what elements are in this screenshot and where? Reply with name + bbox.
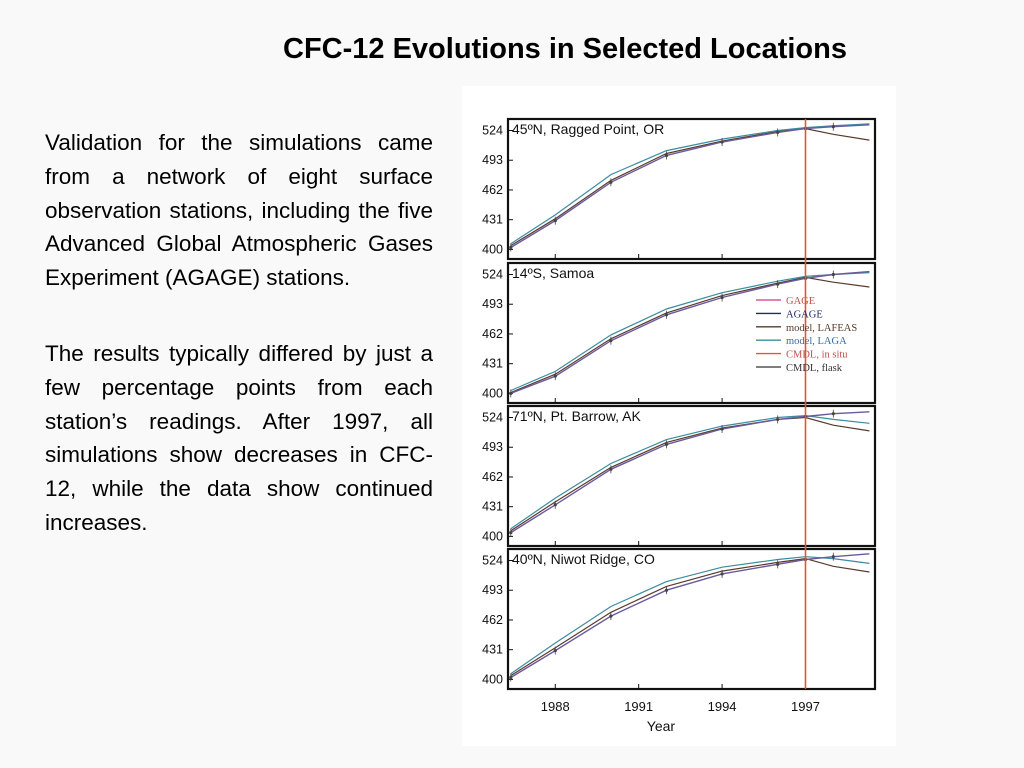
cfc12-chart: 400 431 462 493 524 45ºN, Ragged Point, OR 400… (482, 117, 877, 734)
cfc12-figure: 400 431 462 493 524 45ºN, Ragged Point, OR 400… (462, 86, 896, 746)
y-tick-label: 524 (482, 554, 503, 568)
x-tick-label: 1988 (541, 699, 570, 714)
data-point (831, 412, 835, 416)
data-point (664, 442, 669, 446)
data-point (776, 562, 780, 566)
x-tick-label: 1991 (624, 699, 653, 714)
data-point (720, 295, 724, 300)
data-point (831, 555, 835, 559)
data-point (664, 588, 669, 592)
legend-label: CMDL, flask (786, 363, 843, 374)
x-axis-label: Year (647, 718, 676, 734)
x-tick-label: 1997 (791, 699, 820, 714)
data-point (831, 272, 835, 277)
data-point (553, 649, 557, 653)
data-point (609, 339, 613, 343)
slide-title: CFC-12 Evolutions in Selected Locations (283, 33, 847, 65)
data-point (776, 417, 780, 422)
panel-frame (506, 261, 877, 405)
data-point (720, 140, 724, 144)
y-tick-label: 400 (482, 386, 503, 400)
paragraph-validation: Validation for the simulations came from… (45, 130, 433, 291)
y-tick-label: 462 (482, 183, 503, 197)
legend-label: AGAGE (786, 309, 823, 320)
y-tick-label: 462 (482, 470, 503, 484)
paragraph-results: The results typically differed by just a… (45, 340, 433, 535)
panel-label: 45ºN, Ragged Point, OR (512, 121, 664, 137)
data-point (509, 530, 513, 535)
data-point (720, 427, 724, 431)
y-tick-label: 524 (482, 124, 503, 138)
panel-label: 71ºN, Pt. Barrow, AK (512, 408, 641, 424)
legend-label: model, LAGA (786, 336, 847, 347)
y-tick-label: 431 (482, 643, 503, 657)
data-point (609, 614, 613, 618)
panel-frame (506, 547, 877, 691)
data-point (831, 125, 835, 129)
data-point (509, 391, 513, 396)
panel-label: 40ºN, Niwot Ridge, CO (512, 551, 655, 567)
y-tick-label: 400 (482, 529, 503, 543)
data-point (664, 153, 669, 158)
data-point (553, 503, 557, 507)
data-point (609, 180, 613, 184)
y-tick-label: 493 (482, 297, 503, 311)
y-tick-label: 431 (482, 500, 503, 514)
data-point (553, 219, 557, 223)
y-tick-label: 431 (482, 357, 503, 371)
y-tick-label: 462 (482, 327, 503, 341)
data-point (664, 313, 669, 317)
panel-label: 14ºS, Samoa (512, 265, 594, 281)
panel-frame (506, 117, 877, 261)
y-tick-label: 493 (482, 440, 503, 454)
data-point (776, 130, 780, 135)
y-tick-label: 400 (482, 242, 503, 256)
y-tick-label: 524 (482, 411, 503, 425)
description-text: Validation for the simulations came from… (45, 126, 433, 582)
y-tick-label: 493 (482, 583, 503, 597)
data-point (720, 572, 724, 576)
data-point (553, 374, 557, 378)
data-point (776, 282, 780, 286)
y-tick-label: 431 (482, 213, 503, 227)
y-tick-label: 493 (482, 153, 503, 167)
y-tick-label: 400 (482, 672, 503, 686)
x-tick-label: 1994 (708, 699, 737, 714)
legend-label: CMDL, in situ (786, 350, 848, 361)
legend-label: model, LAFEAS (786, 323, 857, 334)
panel-frame (506, 404, 877, 548)
y-tick-label: 524 (482, 268, 503, 282)
y-tick-label: 462 (482, 613, 503, 627)
legend-label: GAGE (786, 296, 815, 307)
data-point (609, 467, 613, 471)
data-point (509, 675, 513, 680)
data-point (509, 245, 513, 250)
